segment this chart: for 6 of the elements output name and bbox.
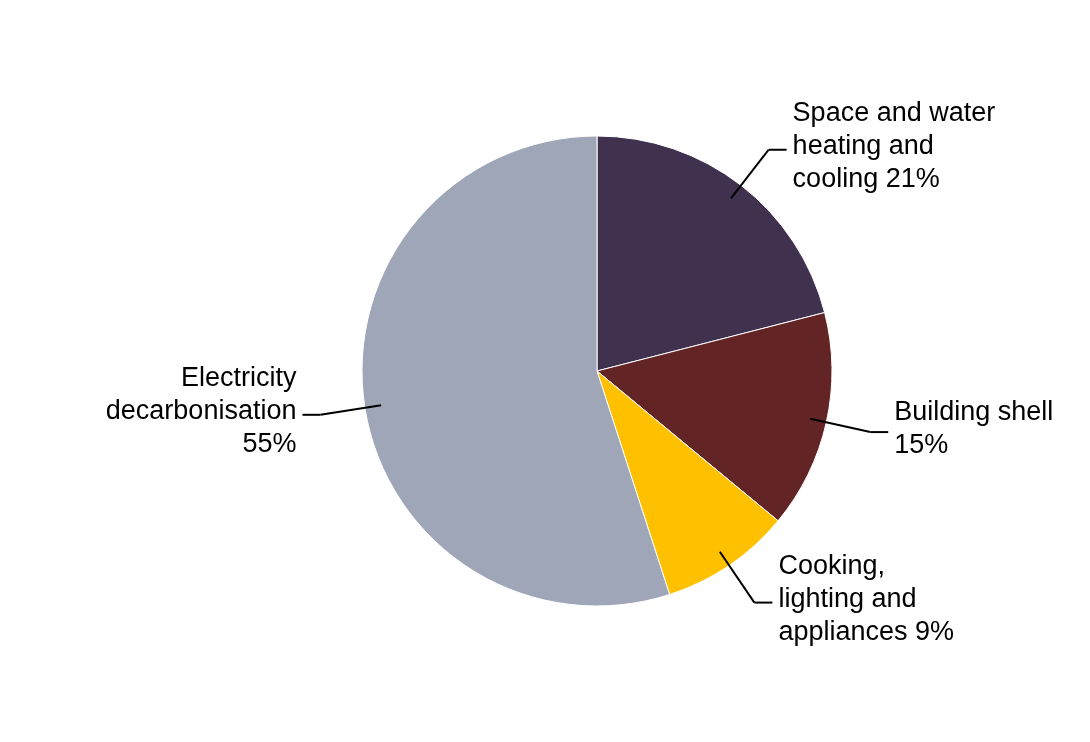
slice-label: Building shell (894, 396, 1054, 427)
slice-label: Cooking, lighting and appliances 9% (778, 550, 955, 647)
slice-label: Electricity decarbonisation (105, 362, 297, 426)
data-label: 55% (242, 428, 297, 459)
slice-label: Space and water heating and cooling 21% (792, 97, 996, 194)
data-label: 15% (894, 429, 949, 460)
